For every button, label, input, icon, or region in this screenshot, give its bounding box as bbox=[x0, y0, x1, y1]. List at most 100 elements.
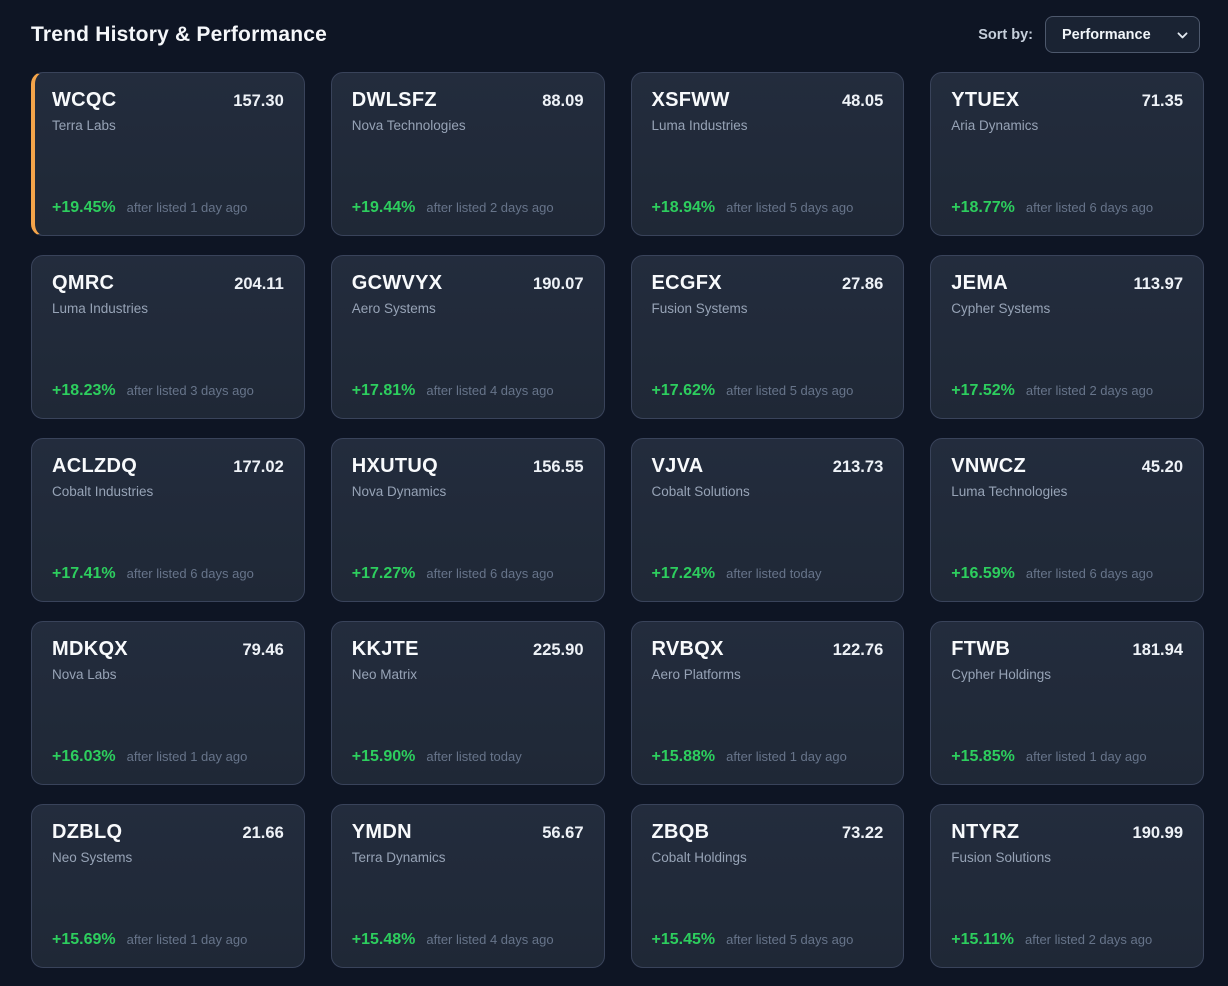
change-percent: +15.45% bbox=[651, 931, 716, 948]
stock-card[interactable]: QMRC 204.11 Luma Industries +18.23% afte… bbox=[31, 255, 305, 419]
ticker-symbol: YMDN bbox=[351, 821, 412, 843]
change-percent: +15.90% bbox=[351, 748, 416, 765]
card-spacer bbox=[52, 499, 284, 565]
ticker-symbol: DWLSFZ bbox=[351, 89, 437, 111]
price-value: 48.05 bbox=[841, 92, 884, 110]
card-bottom-row: +19.44% after listed 2 days ago bbox=[352, 199, 584, 217]
ticker-symbol: YTUEX bbox=[951, 89, 1020, 111]
stock-card[interactable]: JEMA 113.97 Cypher Systems +17.52% after… bbox=[930, 255, 1204, 419]
stock-card[interactable]: VNWCZ 45.20 Luma Technologies +16.59% af… bbox=[930, 438, 1204, 602]
sort-by-label: Sort by: bbox=[978, 26, 1033, 43]
card-spacer bbox=[352, 499, 584, 565]
listed-time: after listed 5 days ago bbox=[726, 932, 854, 947]
card-spacer bbox=[652, 133, 884, 199]
card-spacer bbox=[652, 682, 884, 748]
change-percent: +16.59% bbox=[951, 565, 1015, 582]
sort-select[interactable]: Performance bbox=[1045, 16, 1200, 53]
card-spacer bbox=[52, 682, 284, 748]
ticker-symbol: ACLZDQ bbox=[52, 455, 138, 477]
stock-card[interactable]: ECGFX 27.86 Fusion Systems +17.62% after… bbox=[630, 255, 905, 419]
listed-time: after listed 2 days ago bbox=[426, 200, 554, 215]
stock-card[interactable]: GCWVYX 190.07 Aero Systems +17.81% after… bbox=[330, 255, 605, 419]
company-name: Luma Industries bbox=[52, 301, 149, 316]
stock-card[interactable]: ZBQB 73.22 Cobalt Holdings +15.45% after… bbox=[630, 804, 905, 968]
price-value: 225.90 bbox=[533, 641, 584, 659]
listed-time: after listed 1 day ago bbox=[726, 749, 847, 764]
card-bottom-row: +15.48% after listed 4 days ago bbox=[352, 931, 584, 949]
card-bottom-row: +19.45% after listed 1 day ago bbox=[52, 199, 284, 217]
card-bottom-row: +15.11% after listed 2 days ago bbox=[951, 931, 1183, 949]
stock-card[interactable]: VJVA 213.73 Cobalt Solutions +17.24% aft… bbox=[630, 438, 905, 602]
card-bottom-row: +18.23% after listed 3 days ago bbox=[52, 382, 284, 400]
card-bottom-row: +18.94% after listed 5 days ago bbox=[652, 199, 884, 217]
change-percent: +15.48% bbox=[351, 931, 416, 948]
change-percent: +17.24% bbox=[651, 565, 716, 582]
stock-card[interactable]: NTYRZ 190.99 Fusion Solutions +15.11% af… bbox=[930, 804, 1204, 968]
card-spacer bbox=[352, 133, 584, 199]
company-name: Nova Dynamics bbox=[351, 484, 447, 499]
card-bottom-row: +15.45% after listed 5 days ago bbox=[652, 931, 884, 949]
card-spacer bbox=[652, 499, 884, 565]
price-value: 71.35 bbox=[1141, 92, 1183, 110]
card-spacer bbox=[352, 316, 584, 382]
card-top-row: ACLZDQ 177.02 bbox=[52, 455, 284, 478]
ticker-symbol: KKJTE bbox=[351, 638, 419, 660]
change-percent: +17.27% bbox=[351, 565, 416, 582]
price-value: 45.20 bbox=[1141, 458, 1183, 476]
listed-time: after listed 6 days ago bbox=[426, 566, 554, 581]
stock-card[interactable]: RVBQX 122.76 Aero Platforms +15.88% afte… bbox=[630, 621, 905, 785]
ticker-symbol: VNWCZ bbox=[951, 455, 1027, 477]
listed-time: after listed 2 days ago bbox=[1024, 932, 1153, 947]
price-value: 190.07 bbox=[533, 275, 584, 293]
card-spacer bbox=[352, 865, 584, 931]
listed-time: after listed 1 day ago bbox=[126, 932, 248, 947]
listed-time: after listed 6 days ago bbox=[1025, 200, 1154, 215]
card-top-row: YMDN 56.67 bbox=[352, 821, 584, 844]
change-percent: +18.23% bbox=[52, 382, 116, 399]
card-spacer bbox=[52, 133, 284, 199]
card-top-row: HXUTUQ 156.55 bbox=[352, 455, 584, 478]
listed-time: after listed 1 day ago bbox=[126, 200, 248, 215]
company-name: Cypher Systems bbox=[951, 301, 1051, 316]
stock-card[interactable]: FTWB 181.94 Cypher Holdings +15.85% afte… bbox=[930, 621, 1204, 785]
listed-time: after listed 4 days ago bbox=[426, 932, 554, 947]
company-name: Nova Technologies bbox=[351, 118, 466, 133]
listed-time: after listed 3 days ago bbox=[126, 383, 254, 398]
card-bottom-row: +17.41% after listed 6 days ago bbox=[52, 565, 284, 583]
company-name: Fusion Solutions bbox=[951, 850, 1052, 865]
company-name: Luma Technologies bbox=[951, 484, 1068, 499]
stock-card[interactable]: HXUTUQ 156.55 Nova Dynamics +17.27% afte… bbox=[330, 438, 605, 602]
card-bottom-row: +17.81% after listed 4 days ago bbox=[352, 382, 584, 400]
stock-card[interactable]: WCQC 157.30 Terra Labs +19.45% after lis… bbox=[31, 72, 305, 236]
card-bottom-row: +18.77% after listed 6 days ago bbox=[951, 199, 1183, 217]
card-bottom-row: +15.85% after listed 1 day ago bbox=[951, 748, 1183, 766]
stock-card[interactable]: XSFWW 48.05 Luma Industries +18.94% afte… bbox=[630, 72, 905, 236]
ticker-symbol: VJVA bbox=[651, 455, 704, 477]
stock-card[interactable]: DZBLQ 21.66 Neo Systems +15.69% after li… bbox=[31, 804, 305, 968]
stock-card[interactable]: KKJTE 225.90 Neo Matrix +15.90% after li… bbox=[330, 621, 605, 785]
ticker-symbol: XSFWW bbox=[651, 89, 730, 111]
stock-card[interactable]: YTUEX 71.35 Aria Dynamics +18.77% after … bbox=[930, 72, 1204, 236]
stock-card[interactable]: ACLZDQ 177.02 Cobalt Industries +17.41% … bbox=[31, 438, 305, 602]
price-value: 88.09 bbox=[542, 92, 584, 110]
panel-header: Trend History & Performance Sort by: Per… bbox=[0, 0, 1228, 68]
card-top-row: MDKQX 79.46 bbox=[52, 638, 284, 661]
card-bottom-row: +17.52% after listed 2 days ago bbox=[951, 382, 1183, 400]
card-bottom-row: +17.27% after listed 6 days ago bbox=[352, 565, 584, 583]
card-bottom-row: +17.24% after listed today bbox=[652, 565, 884, 583]
change-percent: +17.81% bbox=[351, 382, 416, 399]
price-value: 113.97 bbox=[1133, 275, 1183, 293]
change-percent: +15.85% bbox=[951, 748, 1015, 765]
company-name: Neo Systems bbox=[52, 850, 133, 865]
ticker-symbol: FTWB bbox=[951, 638, 1011, 660]
card-bottom-row: +15.69% after listed 1 day ago bbox=[52, 931, 284, 949]
sort-select-wrapper: Performance bbox=[1045, 16, 1200, 53]
ticker-symbol: GCWVYX bbox=[351, 272, 443, 294]
stock-card[interactable]: YMDN 56.67 Terra Dynamics +15.48% after … bbox=[330, 804, 605, 968]
price-value: 156.55 bbox=[533, 458, 584, 476]
card-spacer bbox=[652, 865, 884, 931]
stock-card[interactable]: MDKQX 79.46 Nova Labs +16.03% after list… bbox=[31, 621, 305, 785]
change-percent: +15.69% bbox=[52, 931, 116, 948]
card-top-row: KKJTE 225.90 bbox=[352, 638, 584, 661]
stock-card[interactable]: DWLSFZ 88.09 Nova Technologies +19.44% a… bbox=[330, 72, 605, 236]
